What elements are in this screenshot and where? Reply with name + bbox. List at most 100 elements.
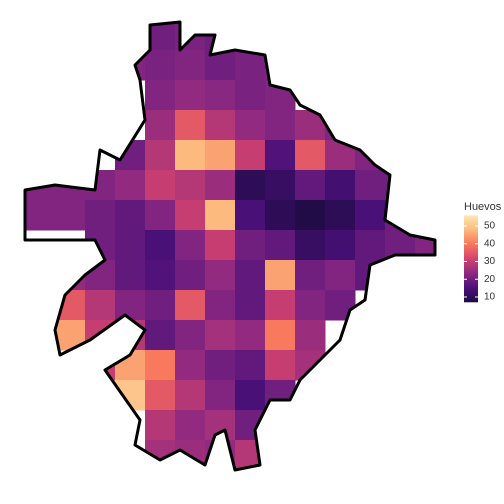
heat-cell — [145, 320, 176, 351]
heat-cell — [175, 320, 206, 351]
heat-cell — [115, 50, 146, 81]
colorbar-tick-label: 30 — [484, 256, 496, 267]
heat-cell — [415, 200, 435, 231]
heat-cell — [145, 200, 176, 231]
heat-cell — [115, 290, 146, 321]
heat-cell — [265, 170, 296, 201]
heat-cell — [205, 260, 236, 291]
heat-cell — [145, 110, 176, 141]
heat-cell — [85, 170, 116, 201]
heat-cell — [205, 380, 236, 411]
heat-cell — [265, 410, 296, 441]
heat-cell — [145, 80, 176, 111]
heat-cell — [145, 410, 176, 441]
heat-cell — [265, 350, 296, 381]
heat-cell — [55, 200, 86, 231]
heat-cell — [295, 290, 326, 321]
heat-cell — [265, 260, 296, 291]
heat-cell — [205, 290, 236, 321]
heat-cell — [145, 50, 176, 81]
heat-cell — [385, 200, 416, 231]
heat-cell — [325, 110, 356, 141]
heat-cell — [25, 200, 56, 231]
colorbar-tick-label: 20 — [484, 274, 496, 285]
heat-cell — [145, 140, 176, 171]
heat-cell — [175, 350, 206, 381]
heat-cell — [235, 320, 266, 351]
heat-cell — [205, 410, 236, 441]
heat-cell — [235, 200, 266, 231]
heat-cell — [115, 200, 146, 231]
heat-cell — [205, 230, 236, 261]
heat-cell — [175, 230, 206, 261]
heat-cell — [265, 140, 296, 171]
heat-cell — [175, 260, 206, 291]
heat-cell — [235, 410, 266, 441]
colorbar-tick-label: 50 — [484, 221, 496, 232]
heat-cell — [265, 290, 296, 321]
heat-cell — [205, 350, 236, 381]
heat-cell — [175, 170, 206, 201]
heat-cell — [235, 170, 266, 201]
heat-cell — [115, 230, 146, 261]
legend-title: Huevos — [464, 201, 502, 213]
heat-cell — [325, 290, 356, 321]
heat-cell — [175, 110, 206, 141]
heat-cell — [355, 140, 386, 171]
heat-cell — [325, 140, 356, 171]
colorbar-tick-label: 10 — [484, 292, 496, 303]
colorbar — [464, 215, 478, 303]
heat-cell — [115, 260, 146, 291]
heat-cell — [355, 230, 386, 261]
heat-cell — [145, 290, 176, 321]
heat-cell — [145, 230, 176, 261]
heat-cell — [325, 200, 356, 231]
heat-cell — [175, 50, 206, 81]
heat-cell — [235, 350, 266, 381]
heat-cell — [115, 170, 146, 201]
heat-cell — [55, 260, 86, 291]
heat-cell — [265, 320, 296, 351]
heat-cell — [295, 140, 326, 171]
heat-cell — [205, 200, 236, 231]
heat-cell — [295, 170, 326, 201]
heat-cell — [265, 230, 296, 261]
heat-cell — [205, 110, 236, 141]
heat-cell — [205, 140, 236, 171]
city-outline — [23, 20, 437, 472]
heat-cell — [175, 80, 206, 111]
heat-cell — [295, 230, 326, 261]
heat-cell — [145, 380, 176, 411]
heat-cell — [175, 380, 206, 411]
heat-cell — [295, 350, 326, 381]
colorbar-tick-label: 40 — [484, 238, 496, 249]
heat-cell — [205, 80, 236, 111]
heat-cell — [235, 260, 266, 291]
heat-cell — [205, 170, 236, 201]
heat-cell — [205, 320, 236, 351]
heat-cell — [295, 200, 326, 231]
heat-cell — [235, 80, 266, 111]
heat-cell — [235, 380, 266, 411]
heat-cell — [145, 170, 176, 201]
heat-cell — [85, 230, 116, 261]
heat-cell — [325, 260, 356, 291]
heat-cell — [235, 140, 266, 171]
heat-cell — [325, 170, 356, 201]
heat-cell — [325, 230, 356, 261]
heat-cell — [265, 110, 296, 141]
heat-cell — [145, 350, 176, 381]
heat-cell — [295, 320, 326, 351]
heat-cell — [235, 230, 266, 261]
heat-cell — [175, 140, 206, 171]
heat-cell — [235, 290, 266, 321]
heat-cell — [175, 410, 206, 441]
heat-cell — [85, 290, 116, 321]
heat-cell — [265, 200, 296, 231]
heat-cell — [235, 110, 266, 141]
heat-cell — [355, 170, 386, 201]
heat-cell — [175, 290, 206, 321]
heat-cell — [145, 260, 176, 291]
heat-cell — [355, 200, 386, 231]
